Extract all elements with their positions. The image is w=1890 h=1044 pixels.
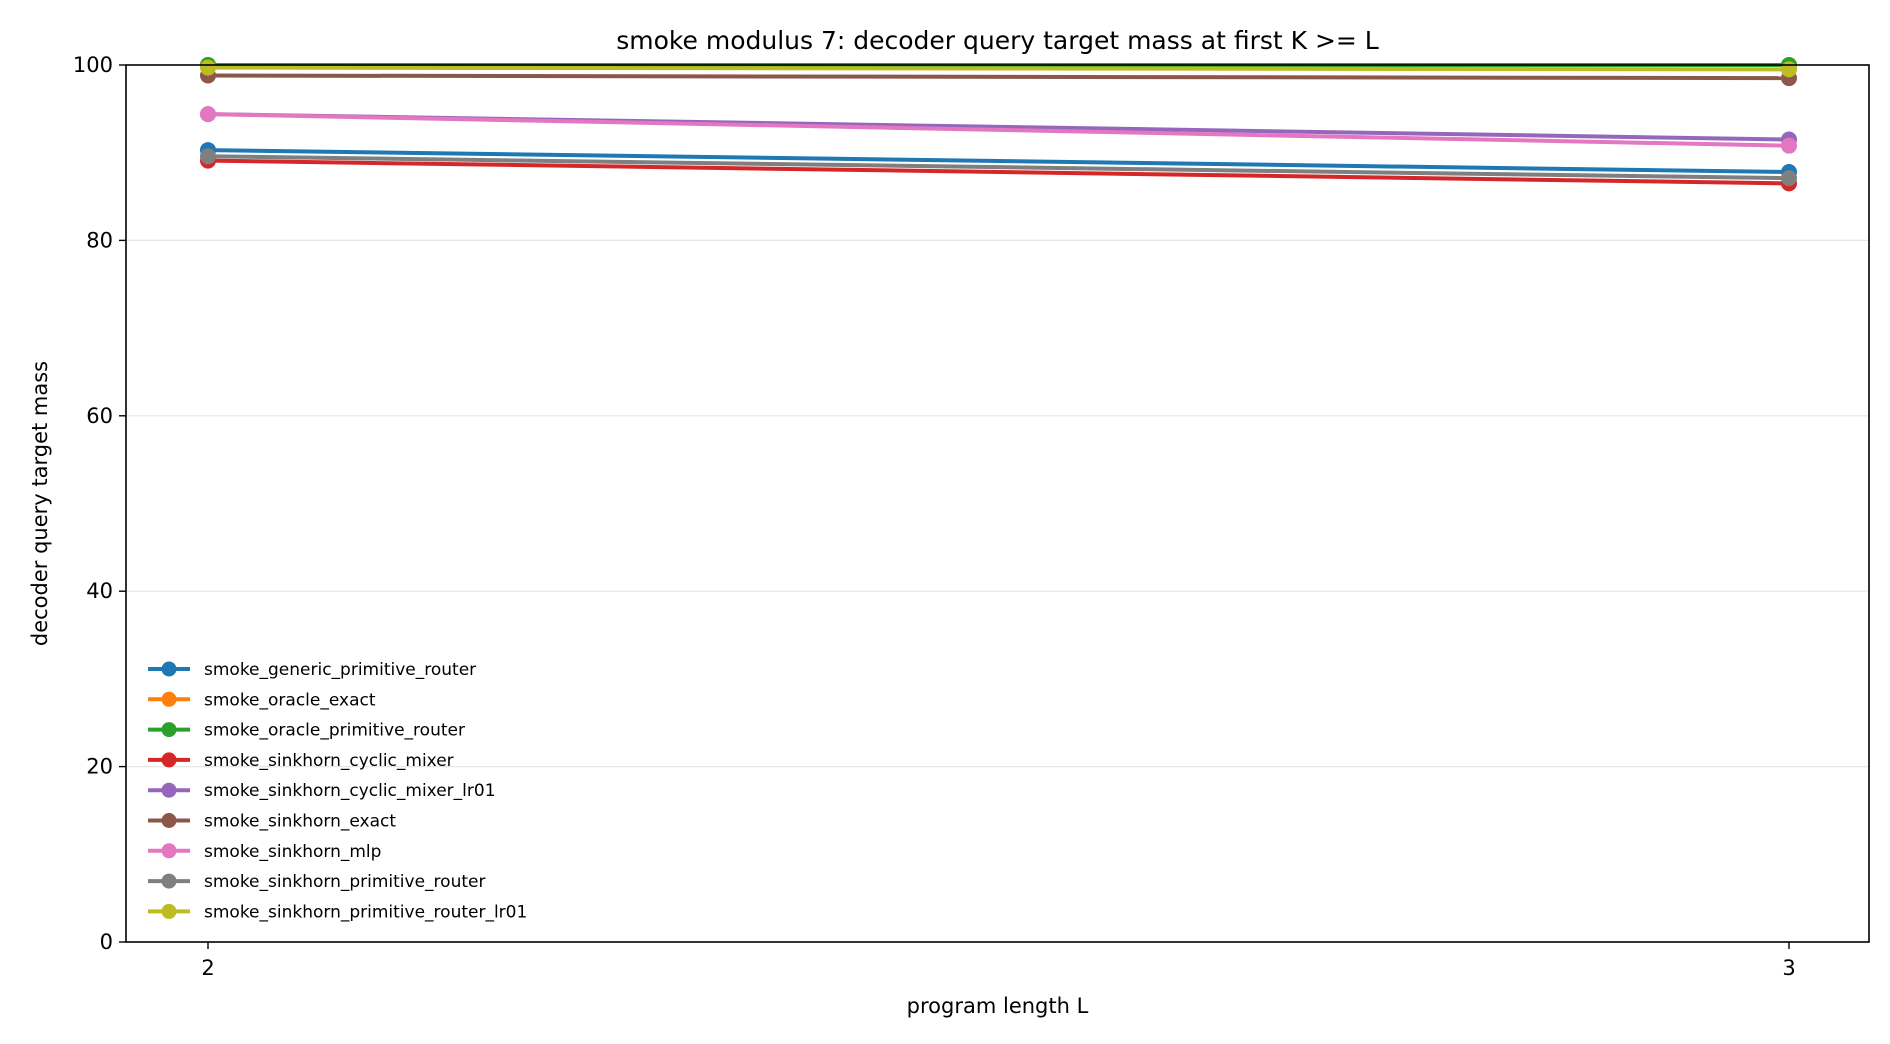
y-tick-label: 0 xyxy=(100,930,113,954)
legend-swatch-marker xyxy=(161,691,177,707)
legend-item: smoke_sinkhorn_mlp xyxy=(148,842,381,862)
legend-label: smoke_sinkhorn_cyclic_mixer_lr01 xyxy=(204,781,496,801)
legend-swatch-marker xyxy=(161,752,177,768)
series-line xyxy=(207,158,1790,186)
series-line xyxy=(207,112,1790,148)
legend-item: smoke_oracle_primitive_router xyxy=(148,721,465,741)
legend-swatch-marker xyxy=(161,782,177,798)
y-tick-label: 60 xyxy=(86,404,113,428)
x-axis-label: program length L xyxy=(907,994,1089,1018)
gridlines xyxy=(126,239,1869,768)
legend: smoke_generic_primitive_router smoke_orac… xyxy=(148,660,527,922)
legend-swatch-marker xyxy=(161,722,177,738)
x-tick-label: 2 xyxy=(201,956,214,980)
legend-label: smoke_sinkhorn_primitive_router xyxy=(204,872,485,892)
data-point xyxy=(1781,137,1797,154)
data-point xyxy=(200,148,216,165)
legend-item: smoke_oracle_exact xyxy=(148,690,376,710)
legend-item: smoke_sinkhorn_primitive_router xyxy=(148,872,485,892)
y-axis: 0 20 40 60 80 100 xyxy=(73,53,126,954)
chart-title: smoke modulus 7: decoder query target ma… xyxy=(616,26,1379,55)
legend-label: smoke_sinkhorn_mlp xyxy=(204,842,381,862)
legend-swatch-marker xyxy=(161,873,177,889)
legend-item: smoke_sinkhorn_exact xyxy=(148,812,396,832)
legend-label: smoke_oracle_primitive_router xyxy=(204,721,465,741)
series-line xyxy=(207,65,1790,72)
y-tick-label: 100 xyxy=(73,53,113,77)
plot-frame xyxy=(125,64,1870,943)
y-tick-label: 80 xyxy=(86,228,113,252)
legend-label: smoke_sinkhorn_primitive_router_lr01 xyxy=(204,902,527,922)
legend-item: smoke_sinkhorn_cyclic_mixer xyxy=(148,751,454,771)
series-line xyxy=(207,154,1790,181)
data-point xyxy=(200,106,216,123)
legend-item: smoke_generic_primitive_router xyxy=(148,660,476,680)
legend-swatch-marker xyxy=(161,661,177,677)
data-point xyxy=(1781,61,1797,78)
data-point xyxy=(1781,170,1797,187)
series-smoke_sinkhorn_mlp xyxy=(200,106,1797,154)
legend-label: smoke_oracle_exact xyxy=(204,690,376,710)
series-layer xyxy=(200,57,1797,192)
data-point xyxy=(200,59,216,76)
y-tick-label: 40 xyxy=(86,579,113,603)
series-smoke_sinkhorn_primitive_router xyxy=(200,148,1797,187)
legend-label: smoke_generic_primitive_router xyxy=(204,660,476,680)
legend-swatch-marker xyxy=(161,903,177,919)
x-tick-label: 3 xyxy=(1782,956,1795,980)
y-tick-label: 20 xyxy=(86,755,113,779)
legend-item: smoke_sinkhorn_cyclic_mixer_lr01 xyxy=(148,781,496,801)
legend-label: smoke_sinkhorn_cyclic_mixer xyxy=(204,751,454,771)
legend-swatch-marker xyxy=(161,813,177,828)
legend-label: smoke_sinkhorn_exact xyxy=(204,812,396,832)
legend-item: smoke_sinkhorn_primitive_router_lr01 xyxy=(148,902,527,922)
series-line xyxy=(207,73,1790,81)
y-axis-label: decoder query target mass xyxy=(28,361,52,646)
legend-swatch-marker xyxy=(161,843,177,859)
series-line xyxy=(207,148,1790,174)
